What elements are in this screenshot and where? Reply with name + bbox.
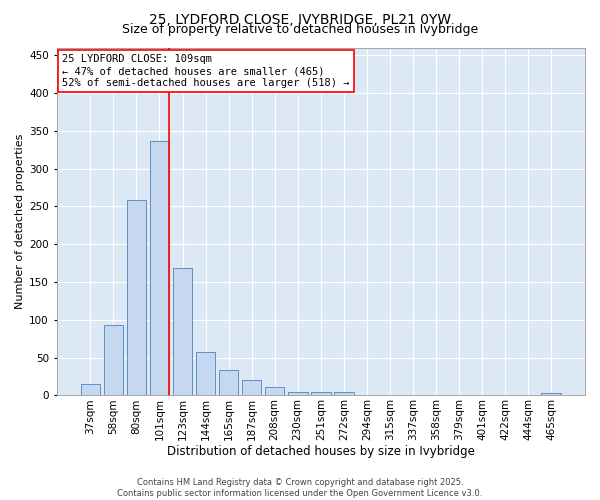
Bar bbox=[149, 142, 169, 396]
Bar bbox=[426, 394, 446, 396]
Text: Contains HM Land Registry data © Crown copyright and database right 2025.
Contai: Contains HM Land Registry data © Crown c… bbox=[118, 478, 482, 498]
Bar bbox=[311, 392, 331, 396]
Text: 25 LYDFORD CLOSE: 109sqm
← 47% of detached houses are smaller (465)
52% of semi-: 25 LYDFORD CLOSE: 109sqm ← 47% of detach… bbox=[62, 54, 349, 88]
Bar bbox=[196, 352, 215, 396]
Bar bbox=[242, 380, 262, 396]
Bar bbox=[265, 387, 284, 396]
Text: Size of property relative to detached houses in Ivybridge: Size of property relative to detached ho… bbox=[122, 22, 478, 36]
X-axis label: Distribution of detached houses by size in Ivybridge: Distribution of detached houses by size … bbox=[167, 444, 475, 458]
Bar bbox=[80, 384, 100, 396]
Text: 25, LYDFORD CLOSE, IVYBRIDGE, PL21 0YW: 25, LYDFORD CLOSE, IVYBRIDGE, PL21 0YW bbox=[149, 12, 451, 26]
Bar bbox=[288, 392, 308, 396]
Y-axis label: Number of detached properties: Number of detached properties bbox=[15, 134, 25, 309]
Bar bbox=[334, 392, 353, 396]
Bar bbox=[173, 268, 193, 396]
Bar bbox=[104, 325, 123, 396]
Bar bbox=[219, 370, 238, 396]
Bar bbox=[127, 200, 146, 396]
Bar bbox=[541, 393, 561, 396]
